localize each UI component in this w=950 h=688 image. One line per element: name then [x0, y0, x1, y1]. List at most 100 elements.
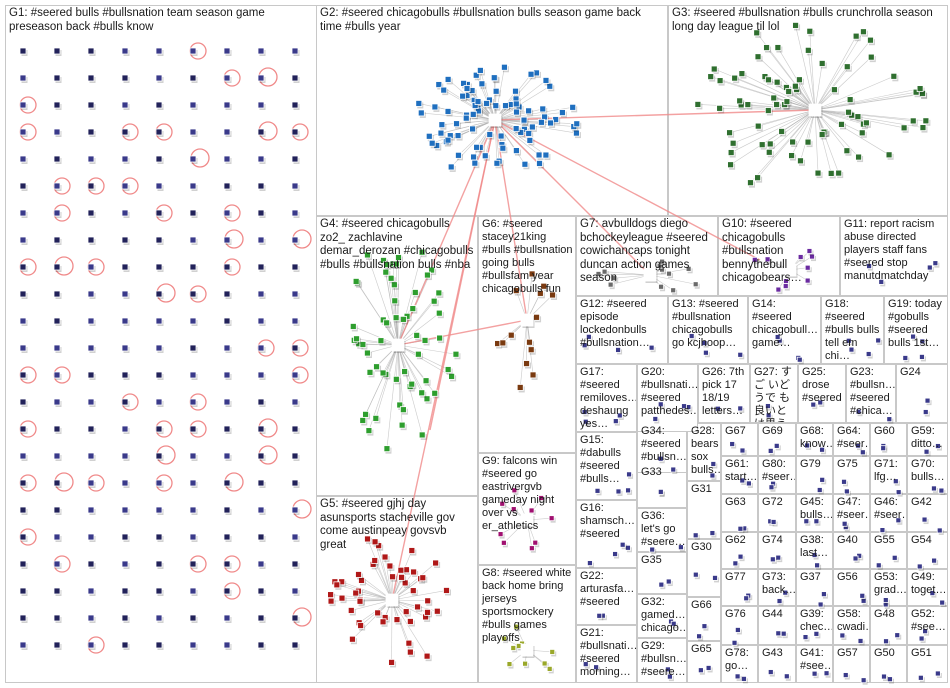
node — [739, 447, 746, 454]
node — [525, 107, 533, 115]
cluster-label: G42 — [911, 496, 932, 508]
node — [371, 538, 379, 546]
node — [223, 506, 231, 514]
node — [493, 159, 501, 167]
edge — [731, 109, 816, 153]
node — [257, 74, 265, 82]
node — [855, 408, 862, 415]
node — [859, 449, 866, 456]
cluster-label: G43 — [762, 647, 783, 659]
cluster-label: G34: #seered #bullsn… — [641, 425, 687, 463]
cluster-label: G29: #bullsn… #seere… — [641, 640, 687, 678]
node — [121, 128, 129, 136]
node — [291, 128, 299, 136]
node — [391, 297, 399, 305]
edge — [814, 56, 872, 111]
node — [819, 446, 825, 453]
node — [607, 281, 614, 288]
node — [121, 209, 129, 217]
node — [715, 405, 721, 412]
node — [811, 552, 818, 558]
node — [867, 36, 874, 44]
node — [857, 638, 864, 644]
cluster-label: G46: #seer… — [874, 496, 906, 521]
cluster-panel-g63: G63 — [721, 494, 758, 532]
cluster-label: G51 — [911, 647, 932, 659]
cluster-panel-g25: G25: drose #seered — [798, 364, 846, 423]
cluster-panel-g77: G77 — [721, 569, 758, 606]
edge — [519, 319, 528, 388]
cluster-label: G77 — [725, 571, 746, 583]
node — [595, 271, 602, 277]
cluster-label: G16: shamsch… #seered — [580, 502, 636, 540]
node — [383, 445, 391, 453]
node — [189, 641, 197, 649]
node — [418, 431, 426, 439]
node — [797, 157, 804, 165]
node — [881, 673, 887, 680]
node — [87, 128, 95, 136]
node — [729, 139, 737, 147]
node — [223, 101, 231, 109]
node — [773, 442, 780, 449]
node — [737, 553, 744, 560]
edge — [352, 599, 393, 640]
node — [931, 485, 937, 492]
cluster-panel-g11: G11: report racism abuse directed player… — [840, 216, 948, 296]
node — [155, 479, 163, 487]
node — [155, 290, 163, 298]
edge — [418, 103, 496, 121]
cluster-panel-g61: G61: start… — [721, 456, 758, 494]
node — [511, 487, 518, 494]
node — [359, 341, 367, 348]
node — [121, 236, 129, 244]
edge — [451, 119, 496, 168]
node — [411, 289, 419, 296]
edge — [604, 271, 651, 276]
node — [430, 297, 438, 305]
cluster-panel-g58: G58: cwadi… — [833, 606, 870, 645]
node — [257, 425, 265, 433]
edge — [384, 556, 393, 601]
node — [716, 104, 724, 112]
node — [418, 389, 426, 397]
node — [814, 169, 822, 177]
edge — [494, 119, 547, 156]
node — [726, 129, 733, 137]
node — [257, 506, 265, 514]
cluster-label: G2: #seered chicagobulls #bullsnation bu… — [320, 7, 641, 33]
edge — [356, 338, 399, 346]
node — [767, 447, 774, 454]
node — [382, 268, 390, 276]
cluster-label: G40 — [837, 534, 858, 546]
cluster-label: G67 — [725, 425, 746, 437]
node — [701, 623, 708, 630]
edge — [493, 77, 496, 121]
edge — [814, 109, 832, 174]
node — [53, 506, 61, 514]
node — [670, 620, 677, 627]
node — [189, 182, 197, 190]
node — [19, 398, 27, 406]
node — [501, 63, 508, 71]
edge — [757, 109, 816, 178]
node — [842, 672, 849, 678]
edge — [386, 344, 399, 449]
cluster-panel-g57: G57 — [833, 645, 870, 683]
node — [291, 47, 299, 55]
node — [517, 129, 525, 136]
node — [919, 354, 925, 360]
node — [938, 487, 945, 494]
node — [780, 630, 787, 637]
node — [542, 151, 550, 159]
cluster-label: G1: #seered bulls #bullsnation team seas… — [9, 7, 265, 33]
cluster-panel-g19: G19: today #gobulls #seered bulls 1st… — [884, 296, 948, 364]
node — [352, 278, 360, 285]
cluster-panel-g12: G12: #seered episode lockedonbulls #bull… — [576, 296, 668, 364]
node — [353, 335, 360, 343]
node — [454, 132, 462, 140]
node — [364, 349, 371, 357]
node — [538, 495, 545, 501]
cluster-label: G66 — [691, 599, 712, 611]
